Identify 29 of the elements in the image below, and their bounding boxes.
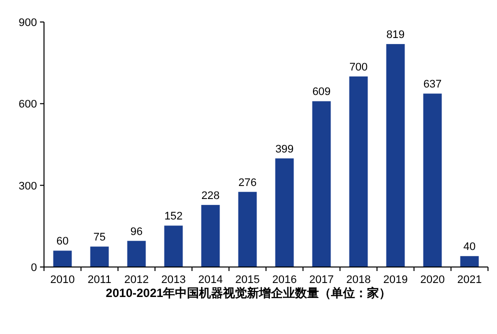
- data-label: 228: [201, 190, 220, 202]
- data-label: 819: [386, 29, 405, 42]
- x-tick-label: 2018: [346, 274, 371, 286]
- data-label: 75: [93, 232, 106, 244]
- x-tick-label: 2019: [383, 274, 408, 286]
- y-tick-label: 900: [18, 17, 37, 29]
- data-label: 637: [423, 78, 442, 91]
- x-tick-label: 2013: [161, 274, 186, 286]
- data-label: 700: [349, 61, 368, 74]
- data-label: 609: [312, 86, 331, 98]
- text: 2010-2021年中国机器视觉新增企业数量（单位：家）: [106, 286, 392, 300]
- x-tick-label: 2017: [309, 274, 334, 286]
- data-label: 96: [130, 226, 143, 238]
- data-label: 152: [164, 210, 183, 223]
- data-label: 276: [238, 176, 257, 189]
- x-tick-label: 2011: [88, 274, 112, 286]
- x-tick-label: 2014: [198, 274, 223, 286]
- y-tick-label: 600: [18, 98, 37, 111]
- x-tick-label: 2021: [457, 274, 482, 286]
- x-tick-label: 2012: [124, 274, 149, 286]
- x-tick-label: 2020: [420, 274, 445, 286]
- y-tick-label: 300: [18, 180, 37, 192]
- x-tick-label: 2015: [235, 274, 260, 286]
- x-tick-label: 2010: [50, 274, 75, 286]
- data-label: 60: [56, 236, 69, 248]
- data-label: 399: [275, 143, 294, 156]
- x-tick-label: 2016: [272, 274, 297, 286]
- data-label: 40: [463, 241, 476, 254]
- y-tick-label: 0: [30, 262, 37, 274]
